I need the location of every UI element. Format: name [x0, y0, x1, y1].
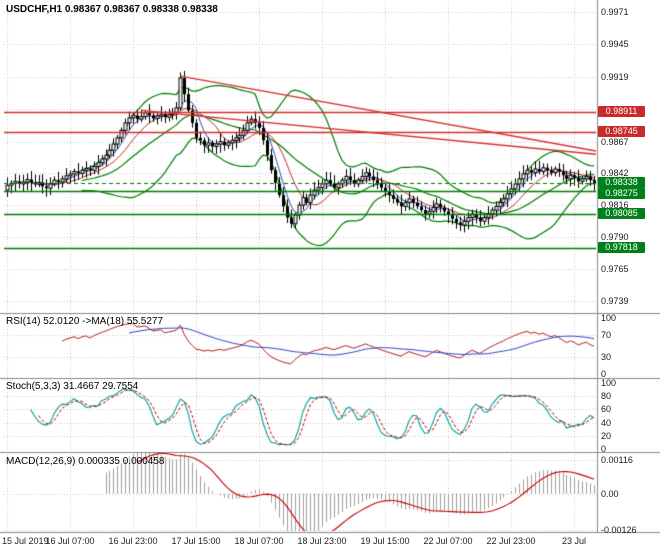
support-level-label[interactable]: 0.98085: [598, 208, 645, 219]
time-axis-label: 18 Jul 07:00: [234, 536, 284, 546]
price-tick-label: 0.9919: [601, 72, 629, 82]
time-axis-label: 16 Jul 07:00: [45, 536, 95, 546]
time-axis-label: 15 Jul 2019: [2, 536, 49, 546]
price-tick-label: 0.9765: [601, 264, 629, 274]
time-axis-label: 22 Jul 07:00: [423, 536, 473, 546]
macd-tick-label: -0.00126: [601, 525, 637, 535]
resistance-level-label[interactable]: 0.98911: [598, 106, 645, 117]
time-axis-label: 18 Jul 23:00: [297, 536, 347, 546]
stoch-tick-label: 60: [601, 404, 612, 414]
support-level-label[interactable]: 0.98275: [598, 188, 645, 199]
time-axis-label: 23 Jul: [561, 536, 587, 546]
price-tick-label: 0.9867: [601, 137, 629, 147]
stoch-tick-label: 20: [601, 431, 612, 441]
price-tick-label: 0.9790: [601, 232, 629, 242]
time-axis-label: 16 Jul 23:00: [108, 536, 158, 546]
rsi-tick-label: 70: [601, 330, 612, 340]
price-tick-label: 0.9842: [601, 168, 629, 178]
stoch-tick-label: 80: [601, 391, 612, 401]
support-level-label[interactable]: 0.97818: [598, 242, 645, 253]
rsi-tick-label: 30: [601, 352, 612, 362]
rsi-info-line: RSI(14) 52.0120 ->MA(18) 55.5277: [6, 316, 164, 327]
current-price-badge[interactable]: 0.98338: [598, 177, 645, 188]
price-tick-label: 0.9945: [601, 39, 629, 49]
price-tick-label: 0.9816: [601, 200, 629, 210]
resistance-level-label[interactable]: 0.98745: [598, 126, 645, 137]
macd-tick-label: 0.00116: [601, 455, 633, 465]
stoch-tick-label: 0: [601, 444, 607, 454]
stoch-tick-label: 40: [601, 418, 612, 428]
macd-info-line: MACD(12,26,9) 0.000335 0.000458: [6, 456, 165, 467]
price-tick-label: 0.9971: [601, 7, 629, 17]
symbol-ohlc-info: USDCHF,H1 0.98367 0.98367 0.98338 0.9833…: [6, 4, 218, 15]
rsi-tick-label: 100: [601, 313, 617, 323]
time-axis-label: 17 Jul 15:00: [171, 536, 221, 546]
rsi-tick-label: 0: [601, 369, 607, 379]
stoch-info-line: Stoch(5,3,3) 31.4667 29.7554: [6, 381, 139, 392]
stoch-tick-label: 100: [601, 378, 617, 388]
price-tick-label: 0.9739: [601, 296, 629, 306]
time-axis-label: 22 Jul 23:00: [486, 536, 536, 546]
macd-tick-label: 0.00: [601, 489, 619, 499]
time-axis-label: 19 Jul 15:00: [360, 536, 410, 546]
